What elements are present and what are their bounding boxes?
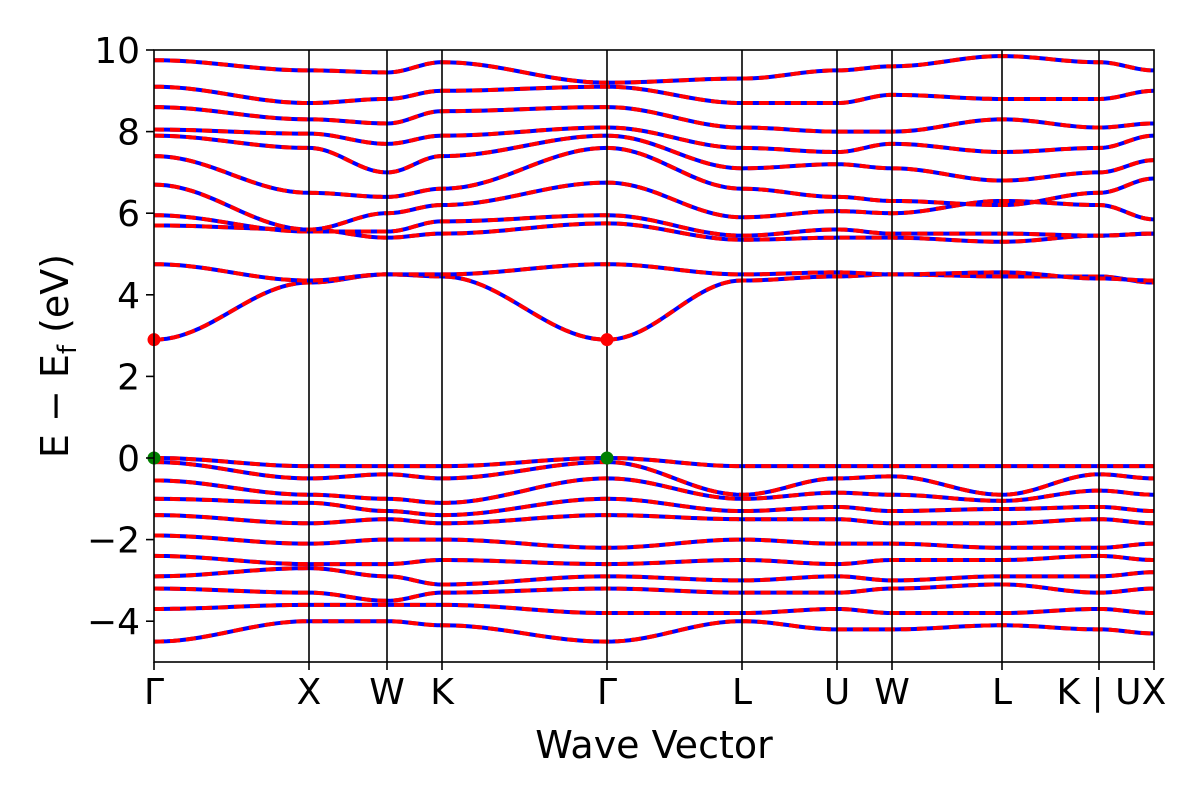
band-14-spin-down: [154, 496, 1154, 518]
x-tick-label-7: W: [874, 672, 910, 713]
x-tick-label-5: L: [732, 672, 752, 713]
band-1-spin-down: [154, 262, 1154, 283]
band-19-spin-down: [154, 582, 1154, 603]
band-5-spin-down: [154, 145, 1154, 208]
band-7-spin-down: [154, 125, 1154, 155]
cbm-marker-1: [600, 333, 614, 347]
y-tick-label-3: 4: [117, 276, 140, 317]
x-tick-label-6: U: [824, 672, 850, 713]
x-tick-label-2: W: [369, 672, 405, 713]
band-9-spin-down: [154, 84, 1154, 106]
band-16-spin-down: [154, 533, 1154, 550]
y-tick-label-0: 10: [94, 31, 140, 72]
plot-background: [154, 50, 1154, 662]
band-18-spin-down: [154, 566, 1154, 587]
y-tick-label-4: 2: [117, 357, 140, 398]
markers-layer: [147, 333, 614, 465]
y-tick-label-1: 8: [117, 113, 140, 154]
y-tick-label-5: 0: [117, 439, 140, 480]
y-tick-label-2: 6: [117, 194, 140, 235]
y-axis: 10 8 6 4 2 0 −2 −4: [87, 31, 154, 643]
x-tick-label-8: L: [992, 672, 1012, 713]
y-tick-label-6: −2: [87, 521, 140, 562]
y-tick-label-7: −4: [87, 602, 140, 643]
kpath-lines: [308, 50, 1100, 662]
y-axis-title-unit: (eV): [33, 254, 77, 333]
x-tick-label-4: Γ: [597, 672, 617, 713]
x-tick-label-10: X: [1142, 672, 1167, 713]
x-tick-label-0: Γ: [144, 672, 164, 713]
band-11-spin-down: [154, 455, 1154, 469]
y-axis-title-main: E − E: [33, 354, 77, 458]
x-tick-label-3: K: [430, 672, 455, 713]
band-6-spin-down: [154, 133, 1154, 183]
y-axis-title-subscript: f: [53, 344, 83, 354]
x-tick-label-9: K | U: [1057, 672, 1142, 713]
plot-frame: [153, 49, 1155, 663]
x-tick-label-1: X: [297, 672, 322, 713]
band-20-spin-down: [154, 602, 1154, 616]
band-2-spin-down: [154, 221, 1154, 244]
band-17-spin-down: [154, 553, 1154, 567]
band-10-spin-down: [154, 54, 1154, 85]
y-axis-title: E − Ef (eV): [33, 254, 83, 458]
vbm-marker-3: [600, 451, 614, 465]
x-axis-title: Wave Vector: [535, 723, 773, 767]
band-15-spin-down: [154, 513, 1154, 526]
